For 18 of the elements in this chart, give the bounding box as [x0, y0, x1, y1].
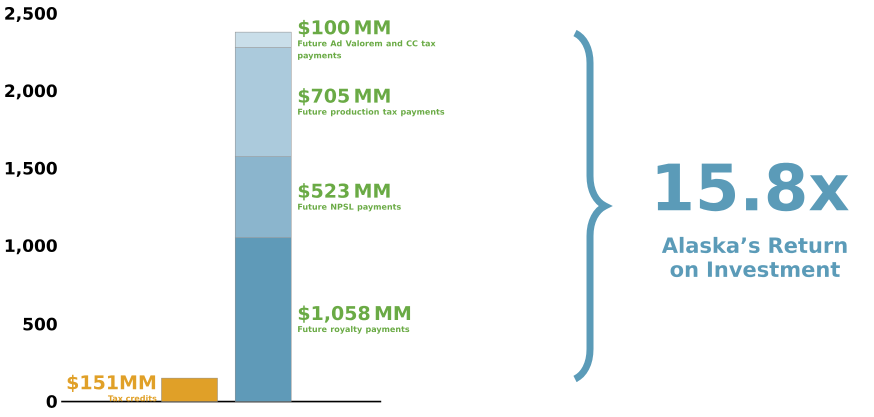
y-tick-label: 1,500	[6, 162, 57, 177]
y-tick-label: 0	[46, 395, 57, 408]
series-label: Future Ad Valorem and CC tax payments	[298, 40, 436, 60]
series-label: Future production tax payments	[298, 108, 444, 116]
annotation: $705 MM	[298, 88, 390, 106]
annotation: $1,058 MM	[298, 306, 410, 323]
annotation: $523 MM	[298, 183, 390, 200]
y-tick-label: 500	[23, 318, 57, 331]
y-tick-label: 2,500	[5, 6, 57, 22]
y-tick-label: 2,000	[5, 84, 57, 100]
annotation: $100 MM	[298, 20, 390, 38]
text: 15.8x	[658, 162, 849, 212]
annotation: $151MM	[68, 374, 156, 392]
series-label: Future royalty payments	[298, 326, 410, 334]
series-label: Future NPSL payments	[298, 204, 401, 212]
series-label: Tax credits	[108, 395, 156, 402]
text: Alaska’s Return on Investment	[662, 236, 847, 278]
y-tick-label: 1,000	[6, 239, 57, 254]
